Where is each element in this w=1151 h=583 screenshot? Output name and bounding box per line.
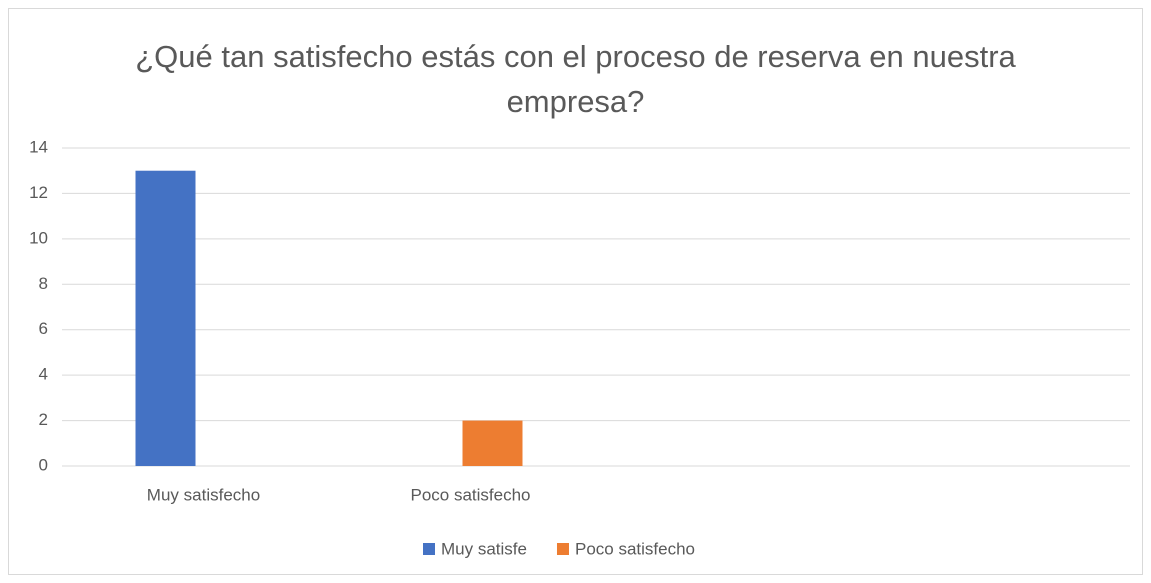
y-tick-label: 2 (39, 410, 48, 429)
bar (135, 170, 196, 466)
x-tick-label: Poco satisfecho (410, 485, 530, 504)
chart-border (8, 8, 1143, 575)
y-tick-label: 12 (29, 183, 48, 202)
legend-swatch (556, 543, 569, 555)
title-box: ¿Qué tan satisfecho estás con el proceso… (135, 39, 1016, 119)
x-tick-label: Muy satisfecho (147, 485, 260, 504)
y-tick-label: 4 (39, 365, 48, 384)
y-tick-label: 0 (39, 455, 48, 474)
legend-label: Muy satisfe (441, 539, 527, 558)
chart-title: ¿Qué tan satisfecho estás con el proceso… (135, 39, 1016, 119)
bar (462, 420, 523, 466)
y-tick-label: 14 (29, 137, 48, 156)
legend-label: Poco satisfecho (575, 539, 695, 558)
y-tick-label: 6 (39, 319, 48, 338)
y-tick-label: 10 (29, 228, 48, 247)
y-tick-label: 8 (39, 274, 48, 293)
legend-swatch (423, 543, 435, 555)
